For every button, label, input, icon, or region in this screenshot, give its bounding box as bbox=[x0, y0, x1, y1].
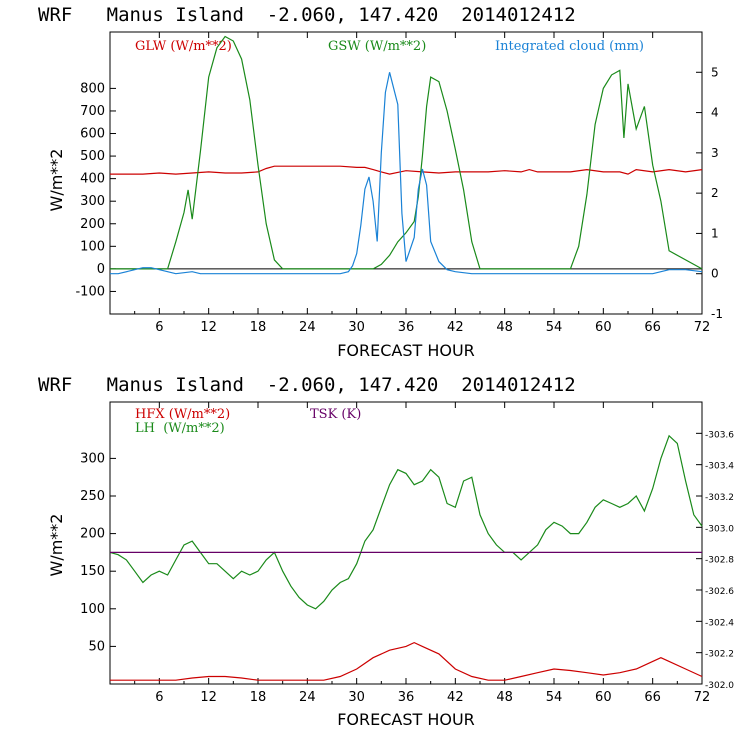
panel-heat-flux: WRF Manus Island -2.060, 147.420 2014012… bbox=[38, 374, 734, 729]
y-tick-label: 700 bbox=[80, 104, 105, 119]
y-tick-label: 100 bbox=[80, 239, 105, 254]
legend-lh: LH (W/m**2) bbox=[135, 421, 225, 436]
x-tick-label: 54 bbox=[546, 320, 563, 335]
x-tick-label: 36 bbox=[398, 320, 415, 335]
x-tick-label: 18 bbox=[250, 690, 267, 705]
top-panel-title: WRF Manus Island -2.060, 147.420 2014012… bbox=[38, 4, 576, 26]
y-tick-label: 50 bbox=[88, 639, 105, 654]
y2-tick-label: 3 bbox=[711, 146, 719, 160]
series-lh-line bbox=[109, 434, 703, 610]
y2-tick-label: -303.2 bbox=[705, 493, 734, 503]
x-tick-label: 12 bbox=[200, 690, 217, 705]
y-tick-label: 300 bbox=[80, 194, 105, 209]
y-tick-label: 150 bbox=[80, 564, 105, 579]
y2-tick-label: 5 bbox=[711, 65, 719, 79]
bottom-plot-frame bbox=[109, 401, 703, 685]
y2-tick-label: 2 bbox=[711, 186, 719, 200]
x-tick-label: 36 bbox=[398, 690, 415, 705]
y-tick-label: -100 bbox=[75, 284, 105, 299]
panel-radiation-cloud: WRF Manus Island -2.060, 147.420 2014012… bbox=[38, 4, 723, 360]
top-yaxis-label: W/m**2 bbox=[47, 149, 66, 212]
bottom-xaxis-label: FORECAST HOUR bbox=[337, 710, 475, 729]
y2-tick-label: -302.6 bbox=[705, 587, 734, 597]
x-tick-label: 12 bbox=[200, 320, 217, 335]
x-tick-label: 30 bbox=[348, 690, 365, 705]
series-glw-line bbox=[110, 165, 703, 175]
y-tick-label: 100 bbox=[80, 602, 105, 617]
x-tick-label: 60 bbox=[595, 690, 612, 705]
x-tick-label: 48 bbox=[496, 320, 513, 335]
y2-tick-label: -302.4 bbox=[705, 618, 734, 628]
y-tick-label: 800 bbox=[80, 81, 105, 96]
series-cloud-line bbox=[110, 72, 703, 275]
x-tick-label: 66 bbox=[644, 320, 661, 335]
y-tick-label: 400 bbox=[80, 172, 105, 187]
bottom-yaxis-label: W/m**2 bbox=[47, 514, 66, 577]
legend-hfx: HFX (W/m**2) bbox=[135, 407, 230, 422]
x-tick-label: 30 bbox=[348, 320, 365, 335]
x-tick-label: 72 bbox=[694, 690, 711, 705]
x-tick-label: 6 bbox=[155, 690, 163, 705]
y2-tick-label: 0 bbox=[711, 267, 719, 281]
y2-tick-label: -303.4 bbox=[705, 462, 734, 472]
y2-tick-label: -303.6 bbox=[705, 430, 734, 440]
y2-tick-label: -302.8 bbox=[705, 556, 734, 566]
y2-tick-label: -303.0 bbox=[705, 524, 734, 534]
y2-tick-label: -302.2 bbox=[705, 650, 734, 660]
series-gsw-line bbox=[110, 35, 703, 270]
legend-integrated-cloud: Integrated cloud (mm) bbox=[495, 39, 644, 54]
x-tick-label: 60 bbox=[595, 320, 612, 335]
legend-tsk: TSK (K) bbox=[310, 407, 361, 422]
y-tick-label: 250 bbox=[80, 489, 105, 504]
y-tick-label: 0 bbox=[97, 262, 105, 277]
x-tick-label: 42 bbox=[447, 690, 464, 705]
x-tick-label: 24 bbox=[299, 320, 316, 335]
x-tick-label: 24 bbox=[299, 690, 316, 705]
bottom-panel-title: WRF Manus Island -2.060, 147.420 2014012… bbox=[38, 374, 576, 396]
y-tick-label: 500 bbox=[80, 149, 105, 164]
y2-tick-label: -302.0 bbox=[705, 681, 734, 691]
y-tick-label: 200 bbox=[80, 527, 105, 542]
y-tick-label: 600 bbox=[80, 127, 105, 142]
y2-tick-label: 4 bbox=[711, 106, 719, 120]
legend-gsw: GSW (W/m**2) bbox=[328, 39, 426, 54]
y2-tick-label: -1 bbox=[711, 307, 723, 321]
x-tick-label: 66 bbox=[644, 690, 661, 705]
x-tick-label: 6 bbox=[155, 320, 163, 335]
y2-tick-label: 1 bbox=[711, 226, 719, 240]
x-tick-label: 72 bbox=[694, 320, 711, 335]
series-hfx-line bbox=[110, 641, 703, 681]
x-tick-label: 42 bbox=[447, 320, 464, 335]
top-xaxis-label: FORECAST HOUR bbox=[337, 341, 475, 360]
y-tick-label: 300 bbox=[80, 451, 105, 466]
x-tick-label: 54 bbox=[546, 690, 563, 705]
x-tick-label: 18 bbox=[250, 320, 267, 335]
x-tick-label: 48 bbox=[496, 690, 513, 705]
y-tick-label: 200 bbox=[80, 217, 105, 232]
legend-glw: GLW (W/m**2) bbox=[135, 39, 232, 54]
